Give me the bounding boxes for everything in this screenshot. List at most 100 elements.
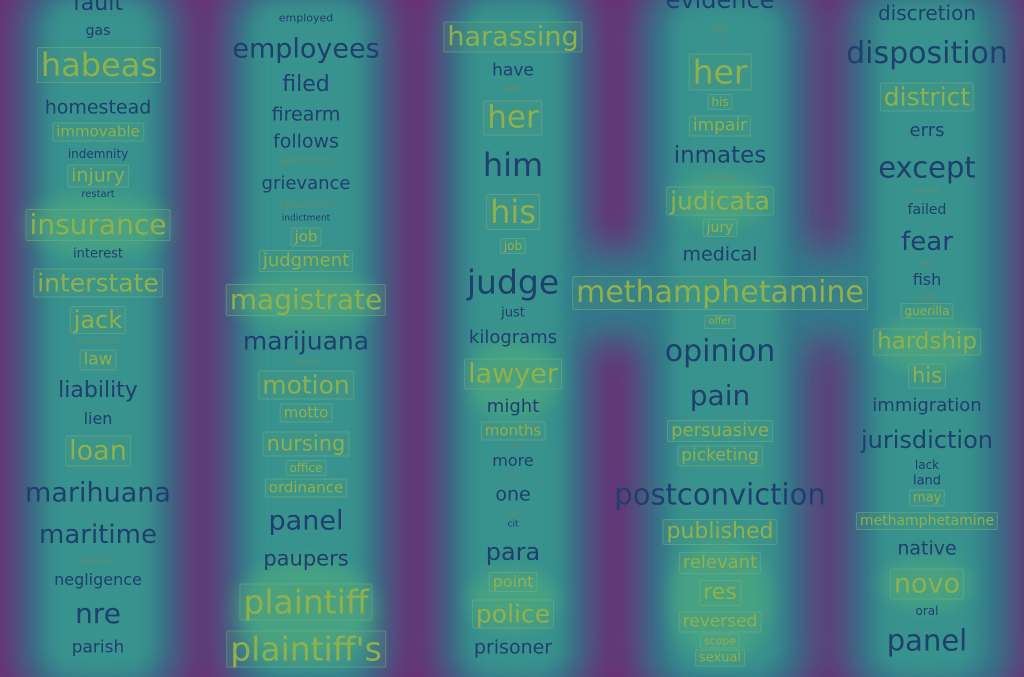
word-6: injury bbox=[67, 164, 129, 188]
word-105: hardship bbox=[873, 328, 981, 356]
word-66: point bbox=[488, 572, 538, 592]
word-39: nursing bbox=[262, 431, 350, 457]
word-84: persuasive bbox=[667, 420, 773, 442]
word-20: negligence bbox=[54, 570, 142, 589]
word-19: marriage bbox=[79, 556, 117, 565]
word-70: pair bbox=[712, 23, 728, 32]
word-14: liability bbox=[58, 378, 138, 403]
word-33: judgment bbox=[258, 250, 354, 272]
word-4: immovable bbox=[52, 122, 144, 142]
word-65: para bbox=[485, 538, 541, 566]
word-75: inmates bbox=[673, 142, 767, 169]
word-64: cit bbox=[507, 519, 519, 530]
word-43: paupers bbox=[263, 546, 349, 571]
word-13: law bbox=[79, 349, 117, 371]
word-114: novo bbox=[889, 568, 965, 600]
word-50: him bbox=[482, 146, 544, 184]
word-32: job bbox=[290, 227, 322, 247]
word-111: may bbox=[908, 489, 946, 507]
word-79: medical bbox=[682, 243, 758, 266]
word-52: job bbox=[499, 238, 527, 254]
word-87: published bbox=[662, 519, 778, 545]
word-29: grievance bbox=[261, 173, 351, 194]
word-71: sd bbox=[715, 36, 725, 45]
word-23: employed bbox=[278, 11, 334, 25]
word-115: oral bbox=[915, 604, 939, 618]
word-81: offer bbox=[704, 315, 736, 329]
word-57: might bbox=[486, 396, 540, 417]
word-107: immigration bbox=[872, 395, 982, 416]
word-113: native bbox=[897, 537, 957, 560]
word-77: judicata bbox=[666, 186, 774, 216]
word-9: interest bbox=[73, 246, 123, 262]
word-45: plaintiff's bbox=[226, 630, 386, 668]
word-98: exhibit bbox=[913, 186, 941, 195]
word-55: kilograms bbox=[468, 327, 558, 348]
word-30: harassment bbox=[279, 200, 333, 211]
word-40: office bbox=[285, 460, 327, 476]
word-53: judge bbox=[466, 262, 560, 302]
word-90: reversed bbox=[678, 611, 762, 633]
word-44: plaintiff bbox=[239, 583, 373, 621]
word-12: jurisdiction bbox=[76, 336, 120, 345]
word-31: indictment bbox=[281, 213, 331, 224]
word-38: motto bbox=[279, 403, 333, 423]
word-95: district bbox=[879, 82, 975, 112]
word-72: her bbox=[688, 53, 752, 91]
word-73: his bbox=[707, 94, 733, 110]
word-35: marijuana bbox=[242, 326, 370, 356]
word-85: picketing bbox=[677, 445, 763, 467]
word-68: prisoner bbox=[473, 636, 553, 659]
word-69: evidence bbox=[665, 0, 775, 14]
word-61: ms bbox=[507, 471, 519, 480]
word-112: methamphetamine bbox=[855, 512, 999, 530]
word-76: inmates bbox=[703, 173, 737, 182]
word-27: follows bbox=[273, 130, 339, 153]
word-80: methamphetamine bbox=[572, 276, 868, 310]
word-82: opinion bbox=[664, 334, 776, 369]
word-41: ordinance bbox=[264, 478, 348, 498]
word-116: panel bbox=[886, 623, 968, 658]
word-92: sexual bbox=[694, 649, 746, 667]
word-56: lawyer bbox=[464, 358, 562, 390]
word-51: his bbox=[486, 194, 540, 230]
word-96: errs bbox=[909, 120, 945, 141]
word-17: marihuana bbox=[25, 477, 171, 509]
word-0: fault bbox=[73, 0, 123, 16]
word-46: harassing bbox=[443, 21, 583, 53]
word-104: guerilla bbox=[900, 303, 954, 319]
word-88: relevant bbox=[678, 552, 762, 574]
word-15: lien bbox=[83, 409, 113, 428]
word-103: good bbox=[917, 292, 937, 301]
word-34: magistrate bbox=[225, 284, 387, 316]
word-63: ooh bbox=[506, 509, 520, 518]
word-11: jack bbox=[69, 306, 127, 334]
word-24: employees bbox=[232, 33, 380, 65]
word-58: months bbox=[480, 421, 546, 441]
word-94: disposition bbox=[846, 36, 1008, 71]
word-101: fee bbox=[920, 258, 934, 267]
word-37: motion bbox=[258, 370, 354, 400]
word-48: ads bbox=[505, 84, 521, 95]
word-67: police bbox=[471, 599, 555, 629]
word-22: parish bbox=[71, 637, 125, 658]
word-99: failed bbox=[907, 202, 947, 218]
word-100: fear bbox=[901, 227, 953, 257]
word-83: pain bbox=[689, 379, 751, 412]
word-36: meant bbox=[293, 358, 319, 367]
word-97: except bbox=[878, 150, 976, 185]
word-74: impair bbox=[688, 115, 752, 137]
word-78: jury bbox=[702, 219, 738, 237]
word-49: her bbox=[483, 100, 543, 136]
word-110: land bbox=[912, 473, 942, 489]
word-102: fish bbox=[912, 270, 942, 289]
word-10: interstate bbox=[33, 268, 163, 298]
word-60: more bbox=[492, 451, 534, 470]
word-21: nre bbox=[75, 597, 121, 630]
word-16: loan bbox=[65, 435, 131, 467]
word-47: have bbox=[492, 60, 534, 81]
word-25: filed bbox=[282, 72, 330, 97]
word-54: just bbox=[501, 305, 525, 321]
